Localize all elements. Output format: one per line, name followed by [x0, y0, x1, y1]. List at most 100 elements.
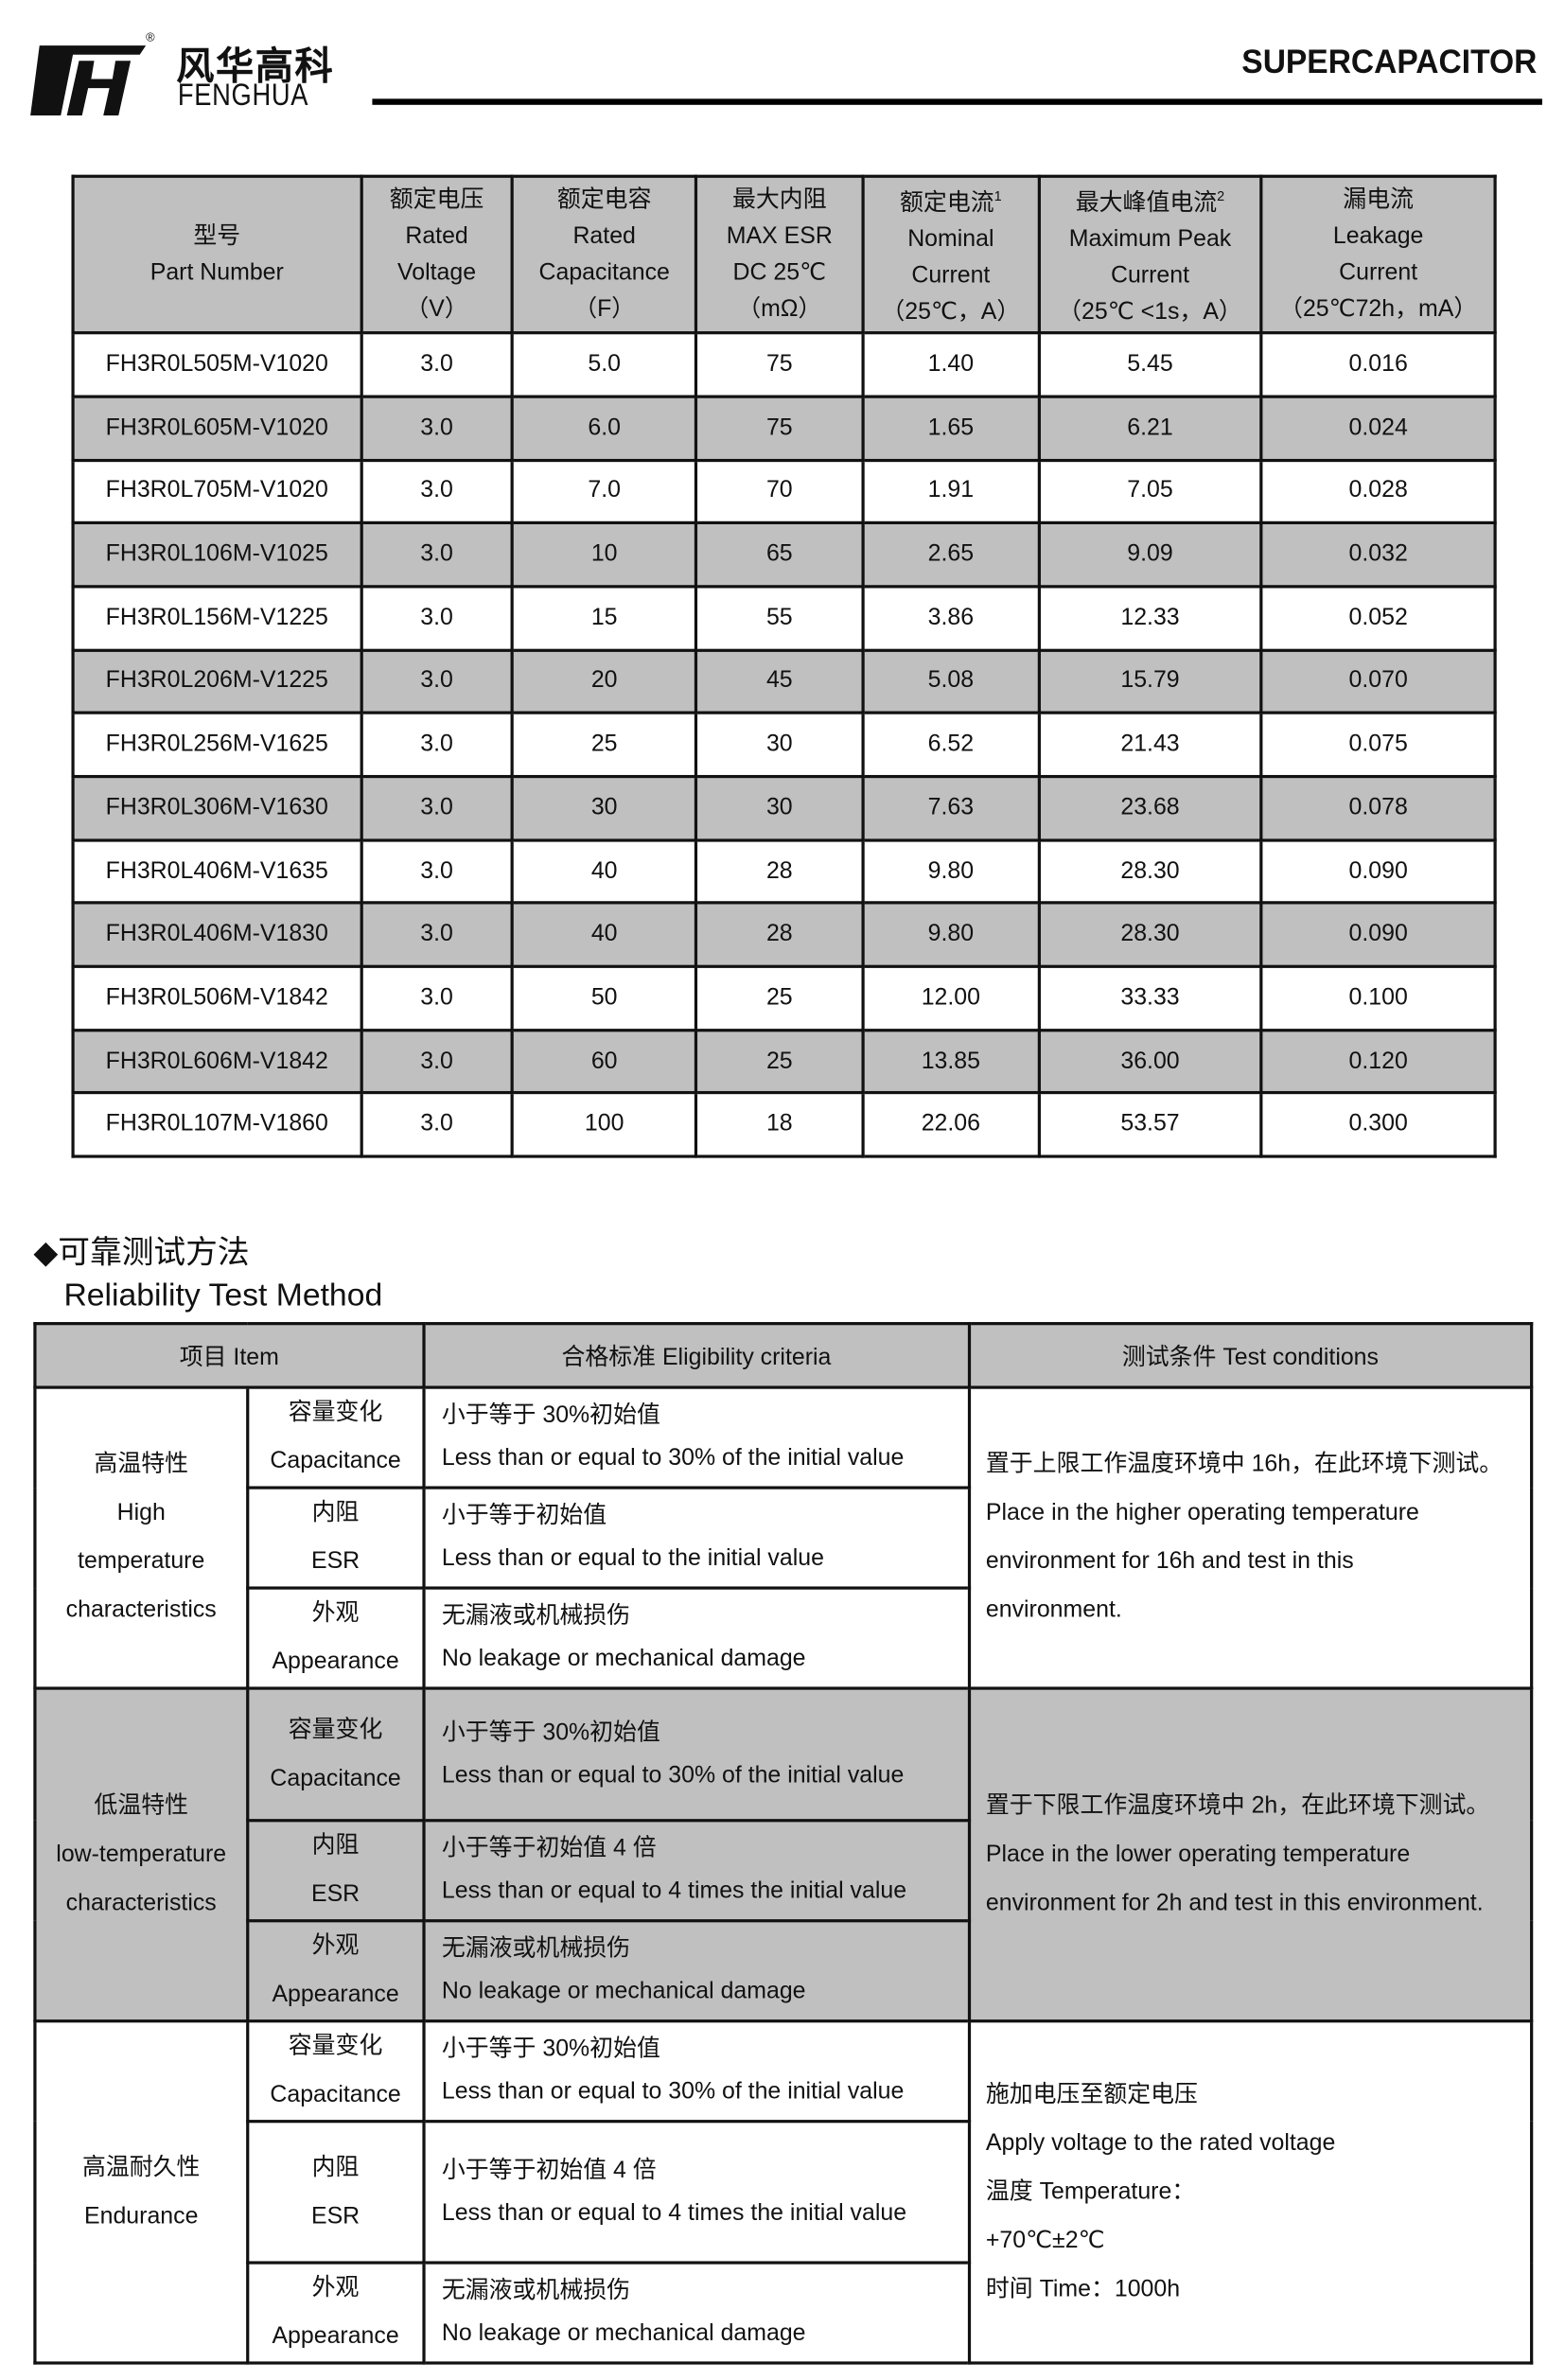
text-line: Appearance: [272, 2323, 399, 2350]
text-line: Current: [1110, 263, 1189, 290]
part-number-cell: FH3R0L306M-V1630: [71, 774, 363, 842]
text-line: （25℃，A）: [881, 299, 1021, 326]
header-rule: [372, 98, 1542, 105]
text-line: （mΩ）: [737, 295, 822, 322]
value-cell: 28.30: [1037, 901, 1263, 968]
section-title-en: Reliability Test Method: [63, 1278, 383, 1313]
column-header: 最大峰值电流2 Maximum Peak Current （25℃ <1s，A）: [1037, 174, 1263, 335]
column-header-cn: 额定电流1: [900, 188, 1002, 217]
text-line: 外观: [311, 1599, 360, 1627]
text-line: Capacitance: [270, 1448, 401, 1474]
value-cell: 100: [511, 1091, 698, 1158]
table-row: FH3R0L156M-V1225 3.0 15 55 3.86 12.33 0.052: [71, 585, 1497, 652]
text-line: Leakage: [1332, 222, 1424, 249]
column-header-cn: 额定电压: [389, 185, 484, 213]
table-row: FH3R0L106M-V1025 3.0 10 65 2.65 9.09 0.032: [71, 521, 1497, 589]
value-cell: 3.0: [359, 648, 515, 715]
text-line: Rated: [405, 222, 468, 249]
criteria: 小于等于 30%初始值 Less than or equal to 30% of …: [422, 1385, 971, 1490]
value-cell: 0.078: [1259, 774, 1497, 842]
text-line: Appearance: [272, 1648, 399, 1675]
value-cell: 1.40: [861, 331, 1041, 398]
text-line: Capacitance: [538, 258, 670, 286]
text-line: （25℃ <1s，A）: [1058, 299, 1242, 326]
value-cell: 0.052: [1259, 585, 1497, 652]
value-cell: 70: [695, 458, 865, 525]
text-line: Current: [911, 263, 991, 290]
text-line: Current: [1339, 258, 1418, 286]
text-line: ESR: [310, 1880, 360, 1908]
criteria: 小于等于 30%初始值 Less than or equal to 30% of …: [422, 1686, 971, 1823]
text-line: environment for 16h and test in this: [985, 1548, 1354, 1575]
text-line: High: [116, 1499, 166, 1526]
text-line: 小于等于 30%初始值: [441, 2036, 660, 2063]
text-line: No leakage or mechanical damage: [441, 1646, 806, 1672]
column-header: 额定电容 Rated Capacitance （F）: [511, 174, 698, 335]
test-item: 内阻 ESR: [245, 1819, 426, 1923]
text-line: +70℃±2℃: [985, 2227, 1105, 2253]
text-line: 小于等于 30%初始值: [441, 1402, 660, 1429]
test-group-name: 高温耐久性 Endurance: [33, 2019, 250, 2365]
text-line: No leakage or mechanical damage: [441, 2320, 806, 2347]
table-row: FH3R0L606M-V1842 3.0 60 25 13.85 36.00 0.120: [71, 1028, 1497, 1095]
criteria: 小于等于初始值 4 倍 Less than or equal to 4 times…: [422, 2120, 971, 2265]
text-line: Endurance: [84, 2202, 199, 2229]
value-cell: 0.070: [1259, 648, 1497, 715]
column-header: 额定电流1 Nominal Current （25℃，A）: [861, 174, 1041, 335]
value-cell: 9.80: [861, 901, 1041, 968]
value-cell: 7.05: [1037, 458, 1263, 525]
text-line: 内阻: [311, 1499, 360, 1526]
value-cell: 7.0: [511, 458, 698, 525]
part-number-cell: FH3R0L605M-V1020: [71, 395, 363, 462]
table-row: 内阻 ESR 小于等于初始值 4 倍 Less than or equal to 4 …: [35, 1819, 1532, 1923]
table-row: FH3R0L705M-V1020 3.0 7.0 70 1.91 7.05 0.028: [71, 458, 1497, 525]
table-row: 外观 Appearance 无漏液或机械损伤 No leakage or mechan…: [35, 1586, 1532, 1690]
value-cell: 7.63: [861, 774, 1041, 842]
text-line: ESR: [310, 2202, 360, 2229]
value-cell: 3.0: [359, 901, 515, 968]
text-line: environment for 2h and test in this envi…: [985, 1889, 1484, 1916]
value-cell: 28.30: [1037, 837, 1263, 905]
text-line: 容量变化: [288, 2033, 383, 2059]
value-cell: 30: [695, 774, 865, 842]
part-number-cell: FH3R0L506M-V1842: [71, 964, 363, 1031]
test-group-name: 低温特性 low-temperature characteristics: [33, 1686, 250, 2023]
section-title-cn: ◆可靠测试方法: [33, 1235, 250, 1271]
value-cell: 13.85: [861, 1028, 1041, 1095]
column-header-cn: 最大峰值电流2: [1075, 188, 1225, 217]
column-header: 漏电流 Leakage Current （25℃72h，mA）: [1259, 174, 1497, 335]
text-line: MAX ESR: [726, 222, 833, 249]
table-row: 高温特性 High temperature characteristics 容量变化 Ca…: [33, 1385, 1534, 1690]
value-cell: 3.0: [359, 1091, 515, 1158]
test-conditions: 置于下限工作温度环境中 2h，在此环境下测试。 Place in the lowe…: [967, 1686, 1534, 2023]
value-cell: 20: [511, 648, 698, 715]
value-cell: 0.300: [1259, 1091, 1497, 1158]
value-cell: 0.024: [1259, 395, 1497, 462]
text-line: Rated: [572, 222, 636, 249]
part-number-cell: FH3R0L106M-V1025: [71, 521, 363, 589]
value-cell: 40: [511, 901, 698, 968]
test-item: 外观 Appearance: [245, 2261, 426, 2365]
value-cell: 5.45: [1037, 331, 1263, 398]
header-conditions: 测试条件 Test conditions: [967, 1322, 1534, 1389]
criteria: 小于等于初始值 4 倍 Less than or equal to 4 times…: [422, 1819, 971, 1923]
footnote-marker: 1: [994, 188, 1002, 204]
value-cell: 6.0: [511, 395, 698, 462]
text-line: 高温特性: [94, 1451, 189, 1477]
value-cell: 23.68: [1037, 774, 1263, 842]
column-header-cn: 额定电容: [556, 185, 652, 213]
text-line: 低温特性: [94, 1792, 189, 1819]
table-row: FH3R0L505M-V1020 3.0 5.0 75 1.40 5.45 0.016: [71, 331, 1497, 398]
text-line: （25℃72h，mA）: [1279, 295, 1478, 322]
part-number-cell: FH3R0L156M-V1225: [71, 585, 363, 652]
text-line: Less than or equal to 4 times the initia…: [441, 2199, 907, 2226]
table-row: 外观 Appearance 无漏液或机械损伤 No leakage or mechan…: [35, 1919, 1532, 2023]
column-header: 型号 Part Number: [71, 174, 363, 335]
text-line: Place in the higher operating temperatur…: [985, 1499, 1419, 1526]
value-cell: 3.0: [359, 458, 515, 525]
value-cell: 28: [695, 837, 865, 905]
value-cell: 36.00: [1037, 1028, 1263, 1095]
value-cell: 30: [511, 774, 698, 842]
criteria: 无漏液或机械损伤 No leakage or mechanical damage: [422, 1919, 971, 2023]
value-cell: 3.0: [359, 1028, 515, 1095]
